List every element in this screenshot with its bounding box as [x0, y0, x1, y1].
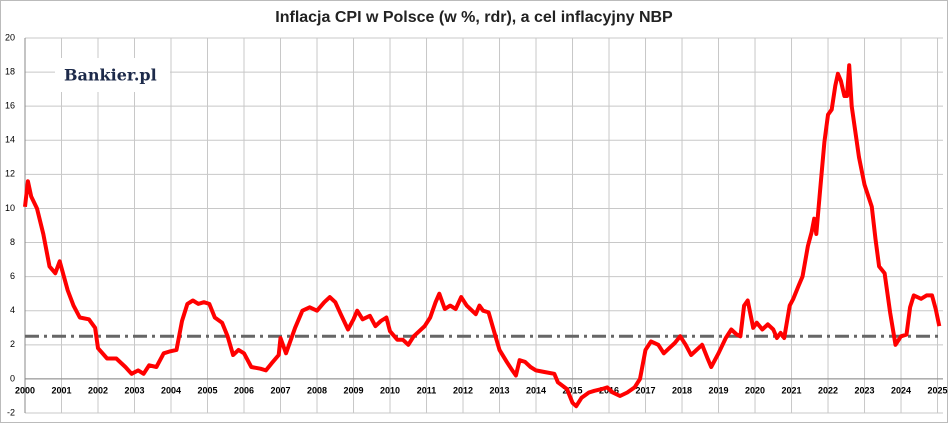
y-tick-label: 4 — [10, 305, 15, 315]
y-tick-label: 10 — [5, 203, 15, 213]
x-tick-label: 2012 — [453, 385, 473, 395]
x-tick-label: 2017 — [636, 385, 656, 395]
x-tick-label: 2023 — [855, 385, 875, 395]
x-tick-label: 2013 — [489, 385, 509, 395]
x-tick-label: 2021 — [782, 385, 802, 395]
x-tick-label: 2019 — [709, 385, 729, 395]
y-tick-label: -2 — [7, 407, 15, 417]
x-tick-label: 2008 — [307, 385, 327, 395]
x-tick-label: 2005 — [197, 385, 217, 395]
logo: Bankier.pl — [64, 66, 157, 85]
x-tick-label: 2006 — [234, 385, 254, 395]
x-tick-label: 2018 — [672, 385, 692, 395]
x-tick-label: 2004 — [161, 385, 181, 395]
x-tick-label: 2020 — [745, 385, 765, 395]
y-tick-label: 0 — [10, 373, 15, 383]
logo-box — [55, 58, 170, 92]
y-tick-label: 14 — [5, 135, 15, 145]
x-tick-label: 2007 — [270, 385, 290, 395]
x-tick-label: 2024 — [891, 385, 911, 395]
y-tick-label: 8 — [10, 237, 15, 247]
data-line — [23, 63, 942, 409]
x-tick-label: 2010 — [380, 385, 400, 395]
chart-title: Inflacja CPI w Polsce (w %, rdr), a cel … — [275, 9, 673, 26]
y-tick-label: 20 — [5, 32, 15, 42]
x-tick-label: 2003 — [124, 385, 144, 395]
y-tick-label: 16 — [5, 101, 15, 111]
y-tick-label: 12 — [5, 169, 15, 179]
x-tick-label: 2002 — [88, 385, 108, 395]
x-tick-label: 2022 — [818, 385, 838, 395]
x-tick-label: 2015 — [562, 385, 582, 395]
y-tick-label: 18 — [5, 66, 15, 76]
x-tick-label: 2025 — [928, 385, 948, 395]
y-tick-label: 2 — [10, 339, 15, 349]
x-tick-label: 2011 — [417, 385, 437, 395]
x-tick-label: 2001 — [51, 385, 71, 395]
x-tick-label: 2014 — [526, 385, 546, 395]
y-tick-label: 6 — [10, 271, 15, 281]
x-tick-label: 2009 — [343, 385, 363, 395]
